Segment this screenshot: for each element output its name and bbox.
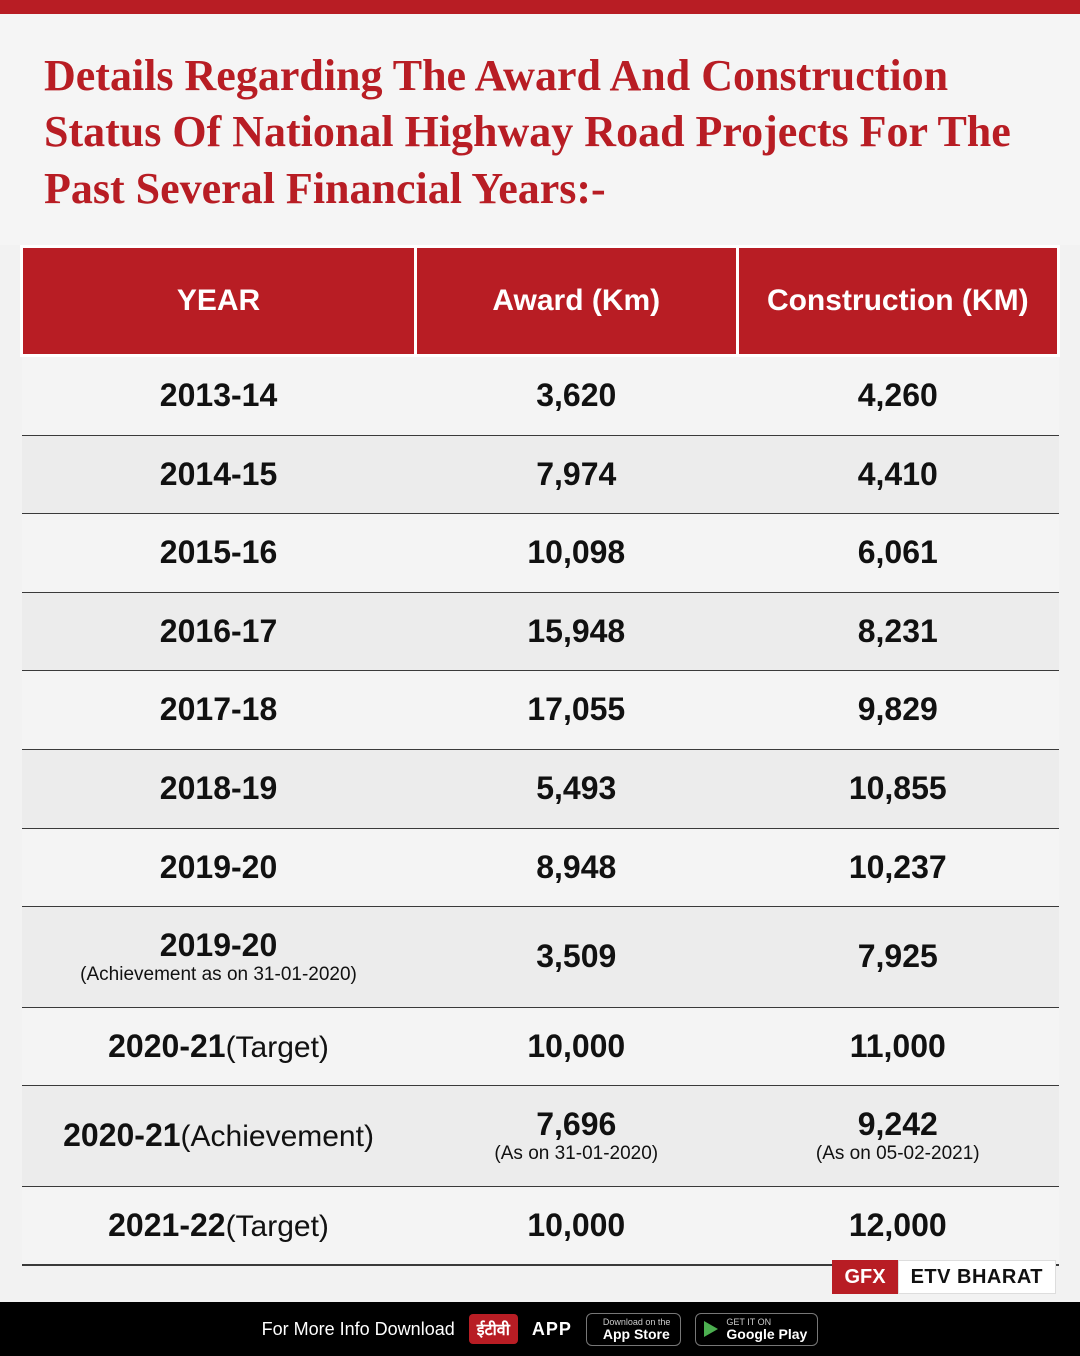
cell-year: 2017-18: [22, 671, 416, 750]
cell-award: 10,098: [416, 514, 737, 593]
footer-lead-text: For More Info Download: [262, 1319, 455, 1340]
highway-data-table: YEAR Award (Km) Construction (KM) 2013-1…: [20, 245, 1060, 1266]
year-subnote: (Target): [226, 1210, 329, 1243]
app-store-badge[interactable]: Download on the App Store: [586, 1313, 682, 1346]
cell-award: 10,000: [416, 1007, 737, 1086]
cell-construction: 9,242(As on 05-02-2021): [737, 1086, 1058, 1187]
cell-year: 2020-21(Achievement): [22, 1086, 416, 1187]
cell-year: 2013-14: [22, 355, 416, 435]
cell-award: 5,493: [416, 749, 737, 828]
table-row: 2013-143,6204,260: [22, 355, 1059, 435]
cell-construction: 12,000: [737, 1186, 1058, 1265]
cell-award: 3,620: [416, 355, 737, 435]
year-subnote: (Achievement as on 31-01-2020): [30, 965, 408, 985]
cell-construction: 10,855: [737, 749, 1058, 828]
year-subnote: (Target): [226, 1031, 329, 1064]
col-construction: Construction (KM): [737, 246, 1058, 355]
table-row: 2016-1715,9488,231: [22, 592, 1059, 671]
title-block: Details Regarding The Award And Construc…: [0, 14, 1080, 245]
cell-award: 7,974: [416, 435, 737, 514]
cell-year: 2019-20: [22, 828, 416, 907]
award-subnote: (As on 31-01-2020): [424, 1144, 729, 1164]
cell-year: 2014-15: [22, 435, 416, 514]
cell-year: 2020-21(Target): [22, 1007, 416, 1086]
cell-award: 17,055: [416, 671, 737, 750]
page-title: Details Regarding The Award And Construc…: [44, 48, 1036, 217]
table-row: 2019-20(Achievement as on 31-01-2020)3,5…: [22, 907, 1059, 1008]
appstore-major: App Store: [603, 1327, 671, 1341]
cell-year: 2016-17: [22, 592, 416, 671]
table-row: 2018-195,49310,855: [22, 749, 1059, 828]
table-body: 2013-143,6204,2602014-157,9744,4102015-1…: [22, 355, 1059, 1265]
cell-construction: 6,061: [737, 514, 1058, 593]
table-row: 2014-157,9744,410: [22, 435, 1059, 514]
table-row: 2017-1817,0559,829: [22, 671, 1059, 750]
brand-row: GFX ETV BHARAT: [832, 1260, 1056, 1294]
top-accent-strip: [0, 0, 1080, 14]
cell-award: 10,000: [416, 1186, 737, 1265]
play-icon: [704, 1321, 718, 1337]
year-subnote: (Achievement): [181, 1120, 374, 1153]
cell-award: 7,696(As on 31-01-2020): [416, 1086, 737, 1187]
table-row: 2020-21(Achievement)7,696(As on 31-01-20…: [22, 1086, 1059, 1187]
cell-construction: 10,237: [737, 828, 1058, 907]
table-row: 2020-21(Target)10,00011,000: [22, 1007, 1059, 1086]
year-main: 2021-22: [108, 1207, 225, 1243]
construction-subnote: (As on 05-02-2021): [745, 1144, 1050, 1164]
table-row: 2021-22(Target)10,00012,000: [22, 1186, 1059, 1265]
cell-construction: 11,000: [737, 1007, 1058, 1086]
year-main: 2020-21: [108, 1028, 225, 1064]
playstore-major: Google Play: [726, 1327, 807, 1341]
app-text: APP: [532, 1319, 572, 1340]
cell-award: 8,948: [416, 828, 737, 907]
year-main: 2020-21: [63, 1117, 180, 1153]
cell-award: 3,509: [416, 907, 737, 1008]
cell-construction: 4,260: [737, 355, 1058, 435]
cell-year: 2021-22(Target): [22, 1186, 416, 1265]
brand-etv-badge: ETV BHARAT: [898, 1260, 1056, 1294]
year-main: 2019-20: [160, 927, 277, 963]
footer-bar: For More Info Download ईटीवी APP Downloa…: [0, 1302, 1080, 1356]
cell-award: 15,948: [416, 592, 737, 671]
table-header-row: YEAR Award (Km) Construction (KM): [22, 246, 1059, 355]
cell-year: 2018-19: [22, 749, 416, 828]
cell-year: 2015-16: [22, 514, 416, 593]
table-row: 2019-208,94810,237: [22, 828, 1059, 907]
table-row: 2015-1610,0986,061: [22, 514, 1059, 593]
google-play-badge[interactable]: GET IT ON Google Play: [695, 1313, 818, 1346]
col-award: Award (Km): [416, 246, 737, 355]
cell-year: 2019-20(Achievement as on 31-01-2020): [22, 907, 416, 1008]
cell-construction: 9,829: [737, 671, 1058, 750]
brand-gfx-badge: GFX: [832, 1260, 897, 1294]
col-year: YEAR: [22, 246, 416, 355]
etv-app-badge: ईटीवी: [469, 1314, 518, 1344]
cell-construction: 8,231: [737, 592, 1058, 671]
cell-construction: 7,925: [737, 907, 1058, 1008]
cell-construction: 4,410: [737, 435, 1058, 514]
